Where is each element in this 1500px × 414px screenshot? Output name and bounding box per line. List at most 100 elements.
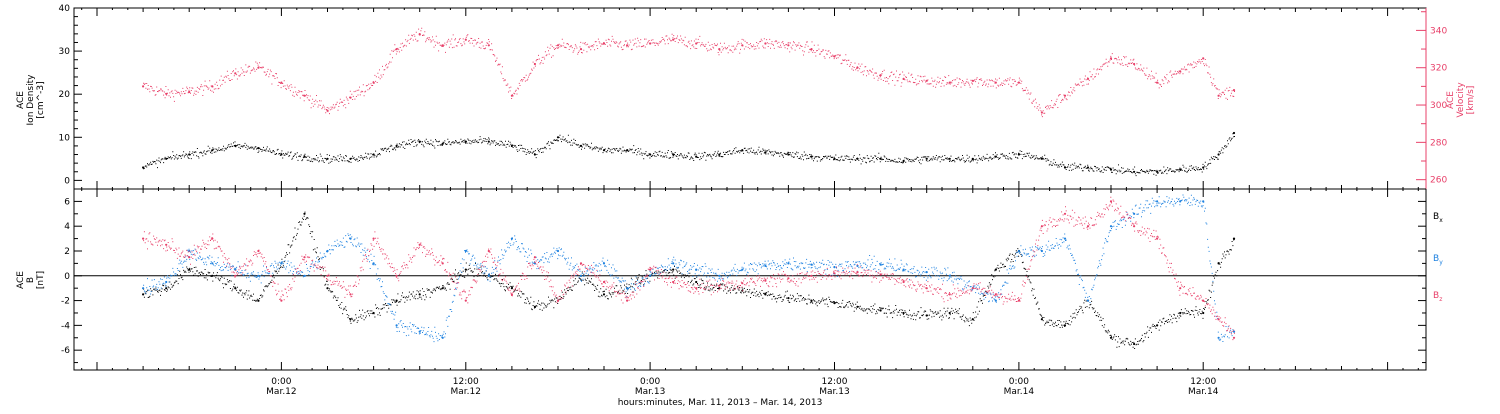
velocity-point [579,48,583,51]
bz-point [1017,299,1021,302]
bx-point [395,299,398,302]
bz-point [925,287,928,290]
velocity-point [303,94,306,97]
top-right-tick-label: 320 [1430,64,1447,74]
y-axis-title-line: Ion Density [26,74,36,126]
density-point [1202,166,1205,169]
bx-point [1109,336,1113,339]
bz-point [626,299,629,302]
x-tick-label-date: Mar.12 [266,387,296,397]
velocity-point [810,48,813,51]
legend-label-sub: z [1439,296,1442,303]
bz-point [234,274,237,277]
bottom-panel-frame [73,188,1427,371]
legend-label-main: B [1433,291,1439,301]
density-point [395,144,398,147]
bottom-left-tick-label: 4 [64,222,70,232]
legend-label-sub: y [1439,259,1443,266]
bx-point [303,212,306,215]
by-point [810,263,813,266]
bx-point [764,293,767,296]
bx-point [1063,324,1067,327]
by-point [626,287,629,290]
bz-point [349,293,352,296]
bz-point [395,274,398,277]
y-axis-title-line: B [26,277,36,283]
x-tick-label-date: Mar.12 [451,387,481,397]
density-point [948,157,951,160]
y-axis-title-line: ACE [16,91,26,109]
bx-point [1179,311,1182,315]
bx-point [142,293,145,296]
bz-series [142,196,1236,341]
bottom-left-tick-label: 0 [64,272,70,282]
by-point [1109,225,1113,228]
density-point [810,155,813,158]
legend-label-sub: x [1439,217,1443,224]
bx-point [165,287,168,290]
velocity-series [142,27,1236,118]
bz-point [280,299,283,302]
velocity-point [1133,62,1136,66]
y-axis-title-line: [km/s] [1466,86,1476,115]
by-point [418,330,421,333]
density-point [718,153,721,156]
bz-cloud [143,196,1235,341]
bottom-left-tick-label: -4 [61,321,70,331]
x-tick-label-date: Mar.13 [635,387,665,397]
density-point [188,153,191,156]
top-left-tick-label: 30 [59,47,71,57]
bx-point [810,299,813,302]
top-left-tick-label: 10 [59,133,71,143]
bz-point [1063,212,1067,215]
legend-bx: Bx [1433,212,1443,224]
velocity-point [142,85,145,88]
y-axis-title-line: [nT] [36,271,46,289]
x-tick-label-time: 12:00 [453,377,479,387]
legend-by: By [1433,254,1443,266]
density-point [1109,168,1113,171]
x-tick-label-time: 12:00 [822,377,848,387]
x-tick-label-time: 0:00 [640,377,660,387]
density-point [764,151,767,154]
by-point [1063,237,1067,240]
velocity-point [787,44,790,47]
bx-point [326,287,329,290]
bx-point [1133,342,1136,346]
bx-point [787,297,790,300]
bz-point [764,279,767,282]
velocity-point [1109,57,1113,60]
density-point [1232,131,1236,135]
density-point [925,157,928,160]
bx-point [1040,318,1043,321]
by-series [142,194,1236,343]
by-point [395,324,398,327]
top-panel-frame [73,7,1427,190]
bz-point [856,271,859,274]
density-point [787,153,790,156]
legend-bz: Bz [1433,291,1442,303]
velocity-point [626,44,629,47]
bz-point [810,274,813,277]
velocity-point [695,42,698,45]
bx-point [602,293,606,296]
bz-point [464,299,467,302]
by-point [487,274,490,277]
bz-point [902,280,905,284]
velocity-point [718,48,721,51]
legend-label-main: B [1433,212,1439,222]
by-point [994,299,997,302]
x-axis-ticks [81,8,1419,370]
x-tick-label-time: 0:00 [1009,377,1029,387]
bz-point [510,293,513,296]
density-point [879,157,882,160]
velocity-point [487,44,490,47]
bz-point [165,243,168,246]
bx-series [142,211,1236,349]
density-point [257,147,260,150]
velocity-point [672,38,675,41]
top-right-tick-label: 260 [1430,176,1447,186]
y-axis-title-group: ACE B [nT] [16,271,46,289]
top-left-tick-label: 20 [59,90,71,100]
